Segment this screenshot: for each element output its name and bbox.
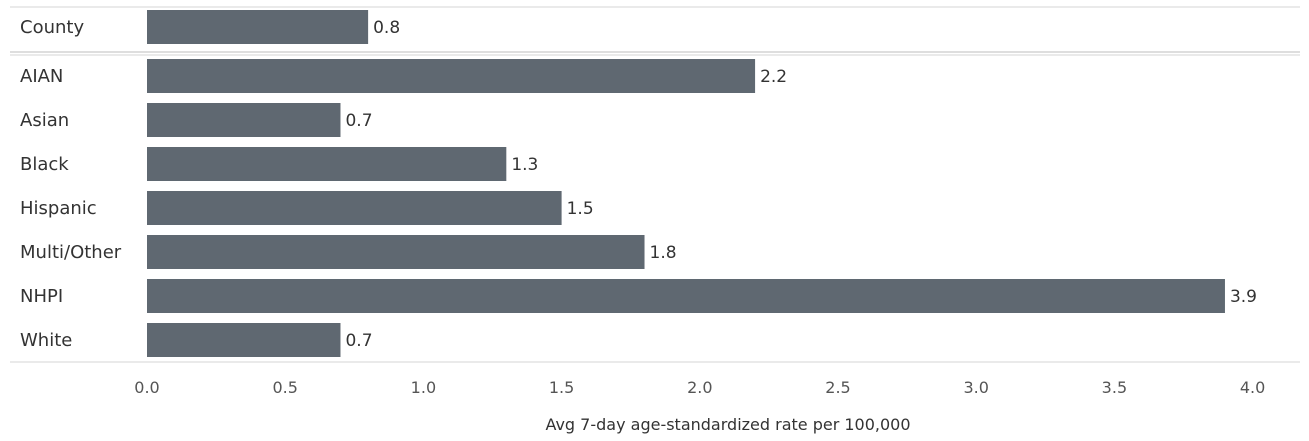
category-label: Multi/Other <box>20 242 122 263</box>
data-label: 1.8 <box>650 243 677 263</box>
x-axis-title: Avg 7-day age-standardized rate per 100,… <box>545 415 910 434</box>
bar <box>147 323 341 357</box>
x-tick-label: 1.0 <box>411 378 436 397</box>
category-label: Asian <box>20 110 69 131</box>
category-label: County <box>20 17 84 38</box>
x-axis: 0.0 0.5 1.0 1.5 2.0 2.5 3.0 3.5 4.0 <box>134 378 1265 397</box>
category-label: White <box>20 330 72 351</box>
data-label: 3.9 <box>1230 287 1257 307</box>
x-tick-label: 1.5 <box>549 378 574 397</box>
category-label: AIAN <box>20 66 63 87</box>
data-label: 2.2 <box>760 67 787 87</box>
x-tick-label: 2.0 <box>687 378 712 397</box>
bar <box>147 279 1225 313</box>
data-label: 1.3 <box>511 155 538 175</box>
category-label: NHPI <box>20 286 63 307</box>
data-label: 0.7 <box>345 331 372 351</box>
x-tick-label: 2.5 <box>825 378 850 397</box>
bar <box>147 191 562 225</box>
bar <box>147 10 369 44</box>
x-tick-label: 0.0 <box>134 378 159 397</box>
bar <box>147 103 341 137</box>
bar <box>147 235 645 269</box>
x-tick-label: 3.0 <box>963 378 988 397</box>
bar <box>147 147 507 181</box>
category-labels: County AIAN Asian Black Hispanic Multi/Other N… <box>20 17 122 351</box>
bar <box>147 59 756 93</box>
category-label: Hispanic <box>20 198 97 219</box>
bars-group <box>147 10 1225 357</box>
category-label: Black <box>20 154 69 175</box>
value-labels: 0.8 2.2 0.7 1.3 1.5 1.8 3.9 0.7 <box>345 18 1257 351</box>
x-tick-label: 4.0 <box>1240 378 1265 397</box>
data-label: 0.8 <box>373 18 400 38</box>
data-label: 1.5 <box>567 199 594 219</box>
row-separators <box>10 6 1300 363</box>
x-tick-label: 3.5 <box>1102 378 1127 397</box>
x-tick-label: 0.5 <box>272 378 297 397</box>
data-label: 0.7 <box>345 111 372 131</box>
